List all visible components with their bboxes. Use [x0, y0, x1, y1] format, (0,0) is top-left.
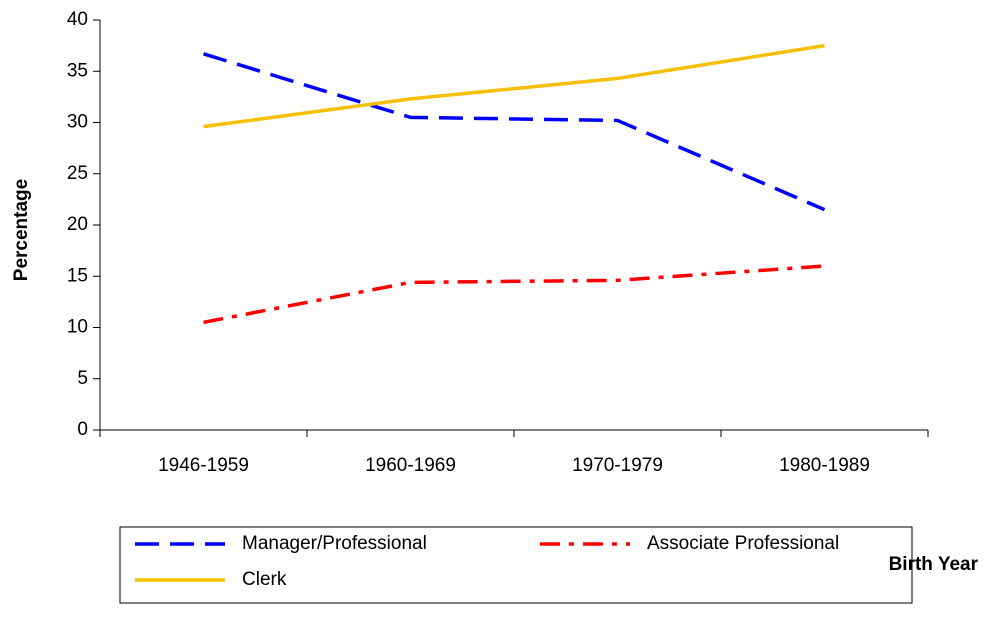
legend-label: Associate Professional — [647, 533, 839, 554]
y-tick-label: 10 — [67, 317, 88, 338]
y-tick-label: 0 — [77, 419, 88, 440]
x-tick-label: 1980-1989 — [779, 455, 870, 476]
x-tick-label: 1946-1959 — [158, 455, 249, 476]
y-axis-title: Percentage — [11, 179, 32, 281]
series-line — [203, 264, 825, 325]
legend-label: Manager/Professional — [242, 533, 427, 554]
y-tick-label: 40 — [67, 9, 88, 30]
y-tick-label: 15 — [67, 265, 88, 286]
y-tick-label: 25 — [67, 163, 88, 184]
y-tick-label: 30 — [67, 112, 88, 133]
y-tick-label: 5 — [77, 368, 88, 389]
series-line — [202, 52, 826, 212]
legend-label: Clerk — [242, 569, 287, 590]
x-tick-label: 1970-1979 — [572, 455, 663, 476]
x-axis-title: Birth Year — [889, 554, 979, 575]
series-line — [203, 43, 825, 129]
legend-box — [119, 526, 913, 604]
y-tick-label: 35 — [67, 60, 88, 81]
y-tick-label: 20 — [67, 214, 88, 235]
x-tick-label: 1960-1969 — [365, 455, 456, 476]
